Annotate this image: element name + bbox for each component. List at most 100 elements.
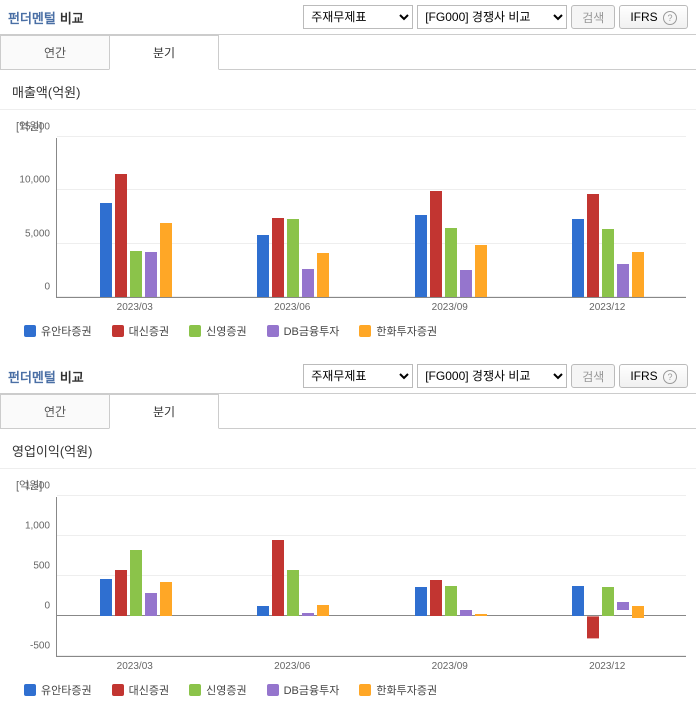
- bar: [415, 215, 427, 297]
- bar: [145, 593, 157, 616]
- statement-select[interactable]: 주재무제표: [303, 5, 413, 29]
- y-axis: 05,00010,00015,000: [10, 138, 56, 298]
- bar: [602, 229, 614, 297]
- bar-group: [257, 218, 329, 297]
- y-tick-label: 0: [44, 601, 50, 612]
- bar: [302, 269, 314, 297]
- search-button[interactable]: 검색: [571, 364, 615, 388]
- bar-group: [415, 580, 487, 616]
- statement-select[interactable]: 주재무제표: [303, 364, 413, 388]
- chart-plot: 05,00010,00015,000: [10, 138, 686, 298]
- bar: [130, 251, 142, 297]
- bar: [160, 582, 172, 616]
- plot-area: [56, 138, 686, 298]
- bar-group-neg: [572, 594, 644, 616]
- ifrs-button[interactable]: IFRS ?: [619, 5, 688, 29]
- bar-group: [415, 191, 487, 297]
- bar: [115, 570, 127, 616]
- help-icon: ?: [663, 370, 677, 384]
- tab-annual[interactable]: 연간: [0, 35, 110, 69]
- y-axis-label: [억원]: [16, 477, 686, 493]
- legend-item[interactable]: 유안타증권: [24, 682, 92, 698]
- y-tick-label: 500: [33, 561, 50, 572]
- legend-label: 신영증권: [206, 682, 246, 698]
- tab-quarter[interactable]: 분기: [109, 35, 219, 70]
- bar: [302, 613, 314, 616]
- section-header: 펀더멘털 비교 주재무제표 [FG000] 경쟁사 비교 검색 IFRS ?: [0, 0, 696, 35]
- section-title: 펀더멘털 비교: [8, 8, 84, 27]
- gridline: [57, 655, 686, 656]
- bar-group: [572, 194, 644, 297]
- bar: [617, 264, 629, 297]
- gridline: [57, 136, 686, 137]
- legend-item[interactable]: 신영증권: [189, 323, 246, 339]
- legend-label: DB금융투자: [284, 682, 340, 698]
- controls: 주재무제표 [FG000] 경쟁사 비교 검색 IFRS ?: [303, 364, 688, 388]
- tab-annual[interactable]: 연간: [0, 394, 110, 428]
- y-axis: -50005001,0001,500: [10, 497, 56, 657]
- y-tick-label: 1,500: [25, 481, 50, 492]
- competitor-select[interactable]: [FG000] 경쟁사 비교: [417, 364, 567, 388]
- y-tick-label: 15,000: [19, 122, 50, 133]
- bar: [100, 579, 112, 616]
- bar: [475, 245, 487, 297]
- legend-item[interactable]: 신영증권: [189, 682, 246, 698]
- legend-label: 신영증권: [206, 323, 246, 339]
- legend-swatch: [189, 684, 201, 696]
- x-tick-label: 2023/09: [371, 661, 529, 672]
- legend-item[interactable]: DB금융투자: [267, 682, 340, 698]
- chart-container-1: [억원] 05,00010,00015,000 2023/032023/0620…: [0, 110, 696, 349]
- legend-swatch: [267, 325, 279, 337]
- y-axis-label: [억원]: [16, 118, 686, 134]
- bar-group: [100, 174, 172, 297]
- bar-group: [100, 550, 172, 616]
- bar: [272, 218, 284, 297]
- bar: [317, 605, 329, 616]
- chart-legend: 유안타증권 대신증권 신영증권 DB금융투자 한화투자증권: [24, 323, 686, 343]
- controls: 주재무제표 [FG000] 경쟁사 비교 검색 IFRS ?: [303, 5, 688, 29]
- period-tabs: 연간 분기: [0, 35, 696, 70]
- legend-swatch: [359, 684, 371, 696]
- period-tabs: 연간 분기: [0, 394, 696, 429]
- x-tick-label: 2023/03: [56, 661, 214, 672]
- x-tick-label: 2023/06: [214, 302, 372, 313]
- title-main: 펀더멘털: [8, 367, 56, 386]
- bar-neg: [632, 606, 644, 618]
- chart-title: 매출액(억원): [0, 70, 696, 110]
- bar-neg: [587, 616, 599, 638]
- bar: [115, 174, 127, 297]
- legend-item[interactable]: 대신증권: [112, 682, 169, 698]
- bar-group: [257, 540, 329, 616]
- y-tick-label: -500: [30, 641, 50, 652]
- chart-title: 영업이익(억원): [0, 429, 696, 469]
- legend-item[interactable]: 대신증권: [112, 323, 169, 339]
- bar: [160, 223, 172, 297]
- chart-container-2: [억원] -50005001,0001,500 2023/032023/0620…: [0, 469, 696, 708]
- bar: [130, 550, 142, 616]
- bar: [257, 235, 269, 297]
- bar: [145, 252, 157, 297]
- bar: [317, 253, 329, 297]
- legend-swatch: [359, 325, 371, 337]
- legend-item[interactable]: 한화투자증권: [359, 323, 437, 339]
- competitor-select[interactable]: [FG000] 경쟁사 비교: [417, 5, 567, 29]
- legend-item[interactable]: 유안타증권: [24, 323, 92, 339]
- bar-neg: [617, 602, 629, 610]
- bar: [632, 252, 644, 297]
- title-main: 펀더멘털: [8, 8, 56, 27]
- x-axis-labels: 2023/032023/062023/092023/12: [56, 661, 686, 672]
- bar: [272, 540, 284, 616]
- legend-item[interactable]: 한화투자증권: [359, 682, 437, 698]
- legend-item[interactable]: DB금융투자: [267, 323, 340, 339]
- x-axis-labels: 2023/032023/062023/092023/12: [56, 302, 686, 313]
- legend-label: 유안타증권: [41, 682, 92, 698]
- ifrs-button[interactable]: IFRS ?: [619, 364, 688, 388]
- legend-label: 대신증권: [129, 682, 169, 698]
- y-tick-label: 10,000: [19, 175, 50, 186]
- tab-quarter[interactable]: 분기: [109, 394, 219, 429]
- legend-label: DB금융투자: [284, 323, 340, 339]
- bar: [430, 191, 442, 297]
- chart-plot: -50005001,0001,500: [10, 497, 686, 657]
- fundamental-section-1: 펀더멘털 비교 주재무제표 [FG000] 경쟁사 비교 검색 IFRS ? 연…: [0, 0, 696, 349]
- search-button[interactable]: 검색: [571, 5, 615, 29]
